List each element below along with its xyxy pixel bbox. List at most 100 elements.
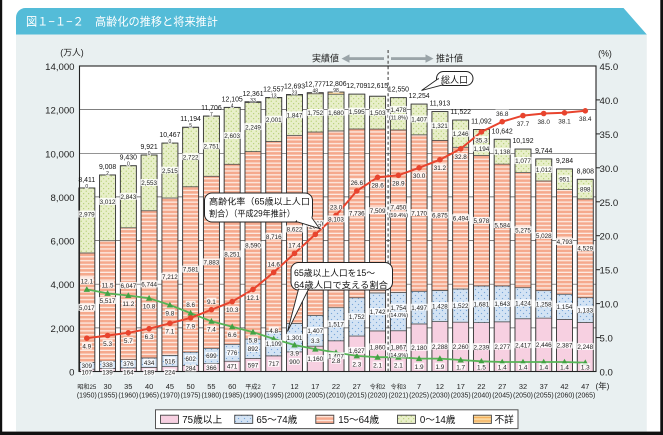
svg-text:12,254: 12,254 xyxy=(409,93,430,100)
svg-text:32.8: 32.8 xyxy=(454,154,467,161)
svg-text:7.9: 7.9 xyxy=(186,323,195,330)
svg-text:8,251: 8,251 xyxy=(224,252,240,259)
svg-text:1,503: 1,503 xyxy=(370,110,386,117)
svg-text:48: 48 xyxy=(312,89,318,95)
svg-text:2,387: 2,387 xyxy=(557,343,573,350)
svg-text:7,736: 7,736 xyxy=(349,211,365,218)
svg-text:900: 900 xyxy=(289,359,300,366)
svg-text:(14.9%): (14.9%) xyxy=(389,353,409,359)
svg-text:1,160: 1,160 xyxy=(307,356,323,363)
svg-text:9.8: 9.8 xyxy=(165,310,174,317)
svg-text:図１−１−２ 高齢化の推移と将来推計: 図１−１−２ 高齢化の推移と将来推計 xyxy=(26,15,218,29)
svg-text:11,706: 11,706 xyxy=(201,105,222,112)
svg-text:1,522: 1,522 xyxy=(453,303,469,310)
svg-text:1.4: 1.4 xyxy=(498,364,507,371)
svg-text:2,446: 2,446 xyxy=(536,342,552,349)
svg-text:(1950): (1950) xyxy=(77,393,97,400)
svg-text:(1995): (1995) xyxy=(264,393,284,400)
svg-text:597: 597 xyxy=(248,362,259,369)
svg-text:(2060): (2060) xyxy=(555,393,575,400)
svg-text:30.0: 30.0 xyxy=(600,164,619,175)
svg-text:1,681: 1,681 xyxy=(474,302,490,309)
svg-text:(1965): (1965) xyxy=(139,393,159,400)
svg-text:4,529: 4,529 xyxy=(577,246,593,253)
svg-text:8.6: 8.6 xyxy=(186,302,195,309)
svg-text:8,000: 8,000 xyxy=(50,193,74,204)
svg-text:10,642: 10,642 xyxy=(492,128,513,135)
svg-text:11.2: 11.2 xyxy=(122,301,134,308)
svg-text:2: 2 xyxy=(106,171,109,177)
svg-text:高齢化率（65歳以上人口: 高齢化率（65歳以上人口 xyxy=(209,196,310,207)
svg-text:総人口: 総人口 xyxy=(441,74,468,85)
svg-text:38.4: 38.4 xyxy=(579,116,592,123)
svg-text:5,017: 5,017 xyxy=(79,305,95,312)
svg-text:(1960): (1960) xyxy=(118,393,138,400)
svg-text:699: 699 xyxy=(206,353,217,360)
svg-text:平成2: 平成2 xyxy=(245,383,261,391)
svg-text:10,000: 10,000 xyxy=(45,149,74,160)
svg-text:7: 7 xyxy=(210,112,213,118)
svg-text:2,515: 2,515 xyxy=(162,168,178,175)
svg-text:1,680: 1,680 xyxy=(328,110,344,117)
svg-text:12,105: 12,105 xyxy=(222,96,243,103)
svg-text:60: 60 xyxy=(228,382,236,391)
svg-text:189: 189 xyxy=(144,370,155,377)
svg-text:1.4: 1.4 xyxy=(539,364,548,371)
svg-text:6.3: 6.3 xyxy=(145,334,154,341)
svg-text:1,754: 1,754 xyxy=(390,305,406,312)
svg-text:14,000: 14,000 xyxy=(45,62,74,73)
svg-text:17: 17 xyxy=(311,382,319,391)
svg-text:5.0: 5.0 xyxy=(600,334,613,345)
svg-text:5,978: 5,978 xyxy=(474,218,490,225)
svg-text:776: 776 xyxy=(227,350,238,357)
svg-text:4,793: 4,793 xyxy=(557,239,573,246)
svg-text:4.8: 4.8 xyxy=(269,328,278,335)
svg-text:1,012: 1,012 xyxy=(536,167,552,174)
svg-text:1,742: 1,742 xyxy=(370,309,386,316)
svg-text:2,180: 2,180 xyxy=(411,345,427,352)
svg-text:1,643: 1,643 xyxy=(494,301,510,308)
svg-text:1.9: 1.9 xyxy=(415,364,424,371)
svg-text:33: 33 xyxy=(250,98,256,104)
svg-text:推計値: 推計値 xyxy=(436,53,463,64)
svg-text:17.4: 17.4 xyxy=(288,242,301,249)
svg-text:2,239: 2,239 xyxy=(474,344,490,351)
svg-text:12,615: 12,615 xyxy=(367,83,388,90)
svg-text:(2040): (2040) xyxy=(471,393,491,400)
svg-text:12.1: 12.1 xyxy=(81,278,94,285)
svg-text:47: 47 xyxy=(581,382,589,391)
svg-text:2,603: 2,603 xyxy=(224,133,240,140)
svg-text:12,557: 12,557 xyxy=(263,87,284,94)
svg-text:(2025): (2025) xyxy=(409,393,429,400)
svg-text:(年): (年) xyxy=(596,381,610,391)
svg-text:2.1: 2.1 xyxy=(373,363,382,370)
svg-text:(2015): (2015) xyxy=(347,393,367,400)
svg-text:1,133: 1,133 xyxy=(577,307,593,314)
svg-text:12,550: 12,550 xyxy=(388,87,409,94)
svg-text:(2000): (2000) xyxy=(285,393,305,400)
svg-text:1,321: 1,321 xyxy=(432,123,448,130)
svg-text:2,277: 2,277 xyxy=(494,344,510,351)
svg-text:0.0: 0.0 xyxy=(600,368,613,379)
svg-text:(2021): (2021) xyxy=(388,393,408,400)
svg-text:2.3: 2.3 xyxy=(352,361,361,368)
svg-text:10,192: 10,192 xyxy=(512,138,533,145)
svg-text:338: 338 xyxy=(102,362,113,369)
svg-text:7,212: 7,212 xyxy=(162,274,178,281)
svg-text:38.0: 38.0 xyxy=(538,119,551,126)
svg-text:8,622: 8,622 xyxy=(287,227,303,234)
svg-text:7.1: 7.1 xyxy=(165,329,174,336)
svg-text:15〜64歳: 15〜64歳 xyxy=(338,414,379,426)
svg-text:5,584: 5,584 xyxy=(494,222,510,229)
svg-text:不詳: 不詳 xyxy=(495,413,515,426)
svg-text:(2010): (2010) xyxy=(326,393,346,400)
svg-text:25.0: 25.0 xyxy=(600,198,619,209)
svg-text:(万人): (万人) xyxy=(60,48,84,58)
svg-text:昭和25: 昭和25 xyxy=(77,383,97,391)
svg-text:1,517: 1,517 xyxy=(328,322,344,329)
svg-text:309: 309 xyxy=(82,363,93,370)
svg-text:6,494: 6,494 xyxy=(453,215,469,222)
svg-text:11.5: 11.5 xyxy=(102,282,114,289)
svg-text:2,751: 2,751 xyxy=(204,143,220,150)
svg-text:37: 37 xyxy=(540,382,548,391)
